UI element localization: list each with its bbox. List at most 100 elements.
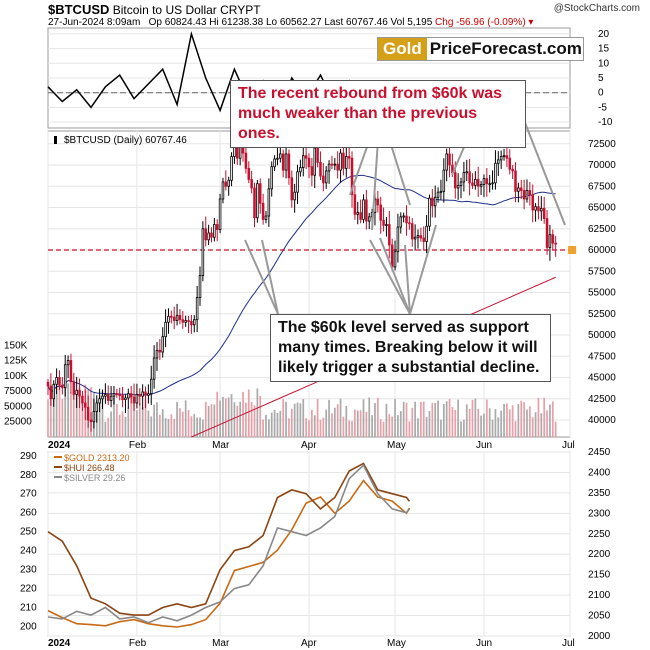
candle-body bbox=[353, 194, 357, 215]
volume-bar bbox=[434, 402, 437, 437]
month-label: Mar bbox=[212, 440, 230, 451]
volume-bar bbox=[216, 391, 219, 437]
candle-body bbox=[534, 206, 537, 211]
candle-body bbox=[224, 181, 228, 187]
candle-body bbox=[519, 187, 523, 191]
metals-right-tick: 2400 bbox=[588, 467, 611, 478]
metals-left-tick: 260 bbox=[20, 508, 37, 519]
metals-left-tick: 230 bbox=[20, 565, 37, 576]
logo: Gold PriceForecast.com bbox=[377, 37, 584, 61]
candle-body bbox=[204, 228, 208, 241]
volume-bar bbox=[259, 395, 262, 437]
volume-bar bbox=[379, 419, 382, 437]
candle-body bbox=[61, 384, 64, 389]
candle-body bbox=[95, 402, 99, 412]
candle-body bbox=[310, 166, 314, 176]
volume-bar bbox=[494, 409, 497, 437]
volume-bar bbox=[230, 394, 233, 437]
candle-body bbox=[508, 157, 512, 170]
candle-body bbox=[227, 179, 230, 187]
price-tick-label: 70000 bbox=[588, 160, 616, 171]
volume-bar bbox=[474, 398, 477, 437]
volume-bar bbox=[164, 418, 167, 437]
volume-bar bbox=[156, 402, 158, 437]
volume-bar bbox=[526, 409, 528, 437]
candle-body bbox=[517, 187, 520, 192]
candle-body bbox=[178, 315, 182, 321]
volume-bar bbox=[445, 401, 448, 437]
metals-series-gold bbox=[47, 479, 411, 628]
metals-left-tick: 200 bbox=[20, 622, 37, 633]
volume-bar bbox=[465, 404, 468, 437]
price-tick-label: 52500 bbox=[588, 309, 616, 320]
candle-body bbox=[172, 316, 176, 321]
volume-bar bbox=[491, 419, 494, 437]
candle-body bbox=[454, 172, 457, 189]
volume-bar bbox=[50, 395, 52, 437]
candle-body bbox=[448, 153, 451, 166]
candle-body bbox=[84, 402, 87, 408]
volume-bar bbox=[293, 403, 296, 437]
candle-body bbox=[439, 190, 443, 193]
candle-body bbox=[190, 320, 193, 326]
volume-bar bbox=[391, 416, 394, 437]
candle-body bbox=[554, 242, 557, 245]
candle-body bbox=[330, 163, 334, 166]
candle-body bbox=[290, 177, 294, 201]
candle-body bbox=[545, 218, 549, 248]
volume-bar bbox=[399, 411, 402, 437]
price-tick-label: 57500 bbox=[588, 266, 616, 277]
volume-bar bbox=[537, 397, 540, 437]
candle-body bbox=[511, 168, 514, 172]
volume-bar bbox=[273, 409, 276, 437]
candle-body bbox=[425, 225, 428, 242]
callout-bottom-pointer bbox=[409, 224, 437, 315]
chart-header: $BTCUSD Bitcoin to US Dollar CRYPT bbox=[48, 2, 261, 17]
symbol: $BTCUSD bbox=[48, 2, 110, 17]
volume-bar bbox=[336, 404, 339, 437]
volume-bar bbox=[368, 397, 371, 437]
volume-bar bbox=[308, 420, 310, 437]
price-tick-label: 67500 bbox=[588, 181, 616, 192]
volume-bar bbox=[190, 416, 193, 437]
volume-bar bbox=[316, 398, 319, 437]
volume-bar bbox=[199, 417, 201, 437]
metals-left-tick: 240 bbox=[20, 546, 37, 557]
volume-bar bbox=[158, 414, 161, 437]
momentum-tick-label: -5 bbox=[598, 102, 607, 113]
candle-body bbox=[247, 167, 251, 180]
candle-body bbox=[75, 389, 78, 395]
month-label: May bbox=[387, 440, 406, 451]
volume-bar bbox=[333, 407, 336, 437]
volume-bar bbox=[503, 403, 505, 437]
candle-body bbox=[462, 172, 466, 183]
candle-body bbox=[497, 159, 500, 164]
volume-bar bbox=[408, 421, 411, 437]
metals-legend-label: $HUI 266.48 bbox=[64, 463, 115, 473]
volume-bar bbox=[110, 411, 112, 437]
volume-bar bbox=[75, 392, 78, 437]
callout-top-pointer bbox=[519, 109, 566, 226]
candle-body bbox=[92, 411, 96, 423]
volume-bar bbox=[247, 389, 250, 437]
volume-bar bbox=[554, 421, 557, 437]
candle-body bbox=[201, 228, 205, 276]
candle-body bbox=[445, 153, 448, 171]
volume-bar bbox=[101, 391, 104, 437]
candle-body bbox=[89, 419, 93, 423]
volume-bar bbox=[528, 406, 531, 437]
volume-bar bbox=[176, 401, 178, 437]
volume-bar bbox=[374, 403, 376, 437]
volume-bar bbox=[233, 402, 236, 437]
volume-bar bbox=[362, 399, 365, 437]
volume-bar bbox=[267, 419, 270, 437]
volume-bar bbox=[311, 409, 313, 437]
volume-bar bbox=[500, 410, 503, 437]
volume-bar bbox=[319, 419, 322, 437]
callout-bottom: The $60k level served as support many ti… bbox=[270, 314, 551, 382]
candle-body bbox=[258, 183, 262, 204]
candle-body bbox=[336, 163, 339, 171]
price-tick-label: 45000 bbox=[588, 373, 616, 384]
candle-body bbox=[284, 153, 288, 171]
candle-body bbox=[98, 398, 101, 404]
